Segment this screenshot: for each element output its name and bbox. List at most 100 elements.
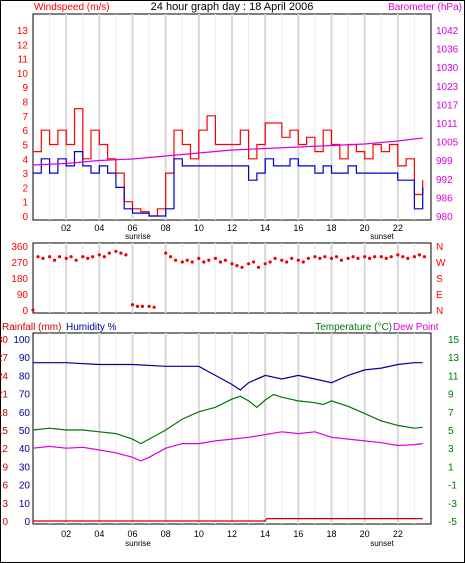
direction-point xyxy=(81,255,85,259)
x-tick-label: 10 xyxy=(194,223,204,233)
direction-point xyxy=(373,255,377,259)
direction-point xyxy=(290,256,294,260)
direction-degree-label: 360 xyxy=(11,242,28,253)
direction-compass-label: N xyxy=(436,242,443,253)
x-tick-label: 02 xyxy=(61,529,71,539)
direction-point xyxy=(334,255,339,259)
direction-point xyxy=(130,303,135,307)
direction-point xyxy=(53,258,57,262)
direction-point xyxy=(285,260,289,264)
direction-point xyxy=(64,256,68,260)
x-tick-label: 10 xyxy=(194,529,204,539)
barometer-tick-label: 999 xyxy=(436,156,453,167)
direction-point xyxy=(86,256,90,260)
direction-point xyxy=(363,255,367,259)
direction-degree-label: 180 xyxy=(11,274,28,285)
windspeed-axis-label: Windspeed (m/s) xyxy=(34,2,110,13)
direction-point xyxy=(422,255,426,259)
temperature-line xyxy=(32,393,423,445)
direction-point xyxy=(240,265,244,269)
direction-point xyxy=(230,262,234,266)
humidity-ticks: 0 10 20 30 40 50 60 70 80 90 100 xyxy=(13,335,30,528)
windspeed-tick-label: 5 xyxy=(22,140,28,151)
windspeed-tick-label: 11 xyxy=(18,55,29,66)
rainfall-tick-label: 30 xyxy=(0,335,8,346)
direction-compass-label: W xyxy=(436,258,446,269)
direction-point xyxy=(174,258,178,262)
temperature-tick-label: 5 xyxy=(448,426,454,437)
direction-point xyxy=(346,256,350,260)
direction-point xyxy=(57,255,62,259)
humidity-tick-label: 40 xyxy=(19,444,31,455)
direction-point xyxy=(417,253,421,257)
direction-degree-label: 90 xyxy=(17,290,29,301)
humidity-tick-label: 90 xyxy=(19,353,31,364)
barometer-tick-label: 980 xyxy=(436,212,453,223)
direction-point xyxy=(379,255,383,259)
x-tick-label: 08 xyxy=(161,529,171,539)
wind-series xyxy=(32,108,424,217)
direction-point xyxy=(197,256,201,260)
direction-point xyxy=(223,258,227,262)
windspeed-line xyxy=(33,108,424,217)
direction-point xyxy=(280,258,284,262)
direction-point xyxy=(140,304,144,308)
humidity-tick-label: 70 xyxy=(19,390,31,401)
windspeed-tick-label: 13 xyxy=(17,26,29,37)
direction-point xyxy=(169,255,173,259)
rainfall-tick-label: 24 xyxy=(0,371,8,382)
direction-compass-label: S xyxy=(436,274,443,285)
direction-point xyxy=(263,262,267,266)
x-tick-label: 22 xyxy=(393,529,403,539)
rainfall-axis-label: Rainfall (mm) xyxy=(2,322,61,333)
x-tick-label: 20 xyxy=(360,529,370,539)
direction-point xyxy=(135,304,140,308)
dewpoint-axis-label: Dew Point xyxy=(393,322,439,333)
humidity-tick-label: 100 xyxy=(13,335,30,346)
direction-point xyxy=(213,256,217,260)
direction-point xyxy=(306,256,310,260)
direction-point xyxy=(91,255,95,259)
temperature-tick-label: -1 xyxy=(448,481,457,492)
rainfall-tick-label: 27 xyxy=(0,353,8,364)
x-tick-label: 12 xyxy=(227,529,237,539)
humidity-tick-label: 0 xyxy=(24,517,30,528)
temperature-tick-label: 15 xyxy=(448,335,460,346)
barometer-tick-label: 1017 xyxy=(436,100,459,111)
direction-point xyxy=(406,256,410,260)
humidity-tick-label: 20 xyxy=(19,481,31,492)
windspeed-tick-label: 0 xyxy=(22,212,28,223)
windspeed-tick-label: 2 xyxy=(22,183,28,194)
barometer-tick-label: 1005 xyxy=(436,138,459,149)
dewpoint-line xyxy=(32,431,423,462)
x-tick-label: 16 xyxy=(293,223,303,233)
temperature-tick-label: -5 xyxy=(448,517,457,528)
x-tick-label: 14 xyxy=(260,529,270,539)
direction-point xyxy=(36,255,40,259)
barometer-line xyxy=(32,137,423,166)
direction-point xyxy=(368,256,372,260)
temperature-tick-label: 1 xyxy=(448,462,454,473)
direction-point xyxy=(252,260,256,264)
direction-point xyxy=(235,264,239,268)
temperature-tick-label: 13 xyxy=(448,353,460,364)
rainfall-tick-label: 21 xyxy=(0,390,8,401)
direction-point xyxy=(185,258,189,262)
windspeed-tick-label: 10 xyxy=(17,69,29,80)
direction-compass-label: N xyxy=(436,306,443,317)
direction-point xyxy=(339,258,343,262)
direction-point xyxy=(48,255,52,259)
direction-point xyxy=(190,260,194,264)
rainfall-line xyxy=(33,518,423,522)
rainfall-ticks: 0 3 6 9 12 15 18 21 24 27 30 xyxy=(0,335,8,528)
x-tick-label: 12 xyxy=(227,223,237,233)
climate-x-ticks: 02 04 06 08 10 12 14 16 18 20 22 xyxy=(61,529,403,539)
temperature-tick-label: 7 xyxy=(448,408,454,419)
windspeed-tick-label: 6 xyxy=(22,126,28,137)
sunset-label-1: sunset xyxy=(370,232,394,241)
climate-series xyxy=(32,362,423,522)
direction-point xyxy=(313,255,317,259)
